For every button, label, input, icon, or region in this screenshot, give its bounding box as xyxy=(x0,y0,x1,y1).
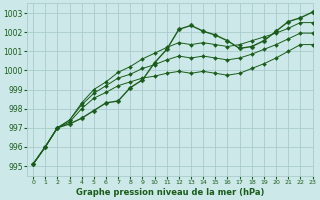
X-axis label: Graphe pression niveau de la mer (hPa): Graphe pression niveau de la mer (hPa) xyxy=(76,188,264,197)
